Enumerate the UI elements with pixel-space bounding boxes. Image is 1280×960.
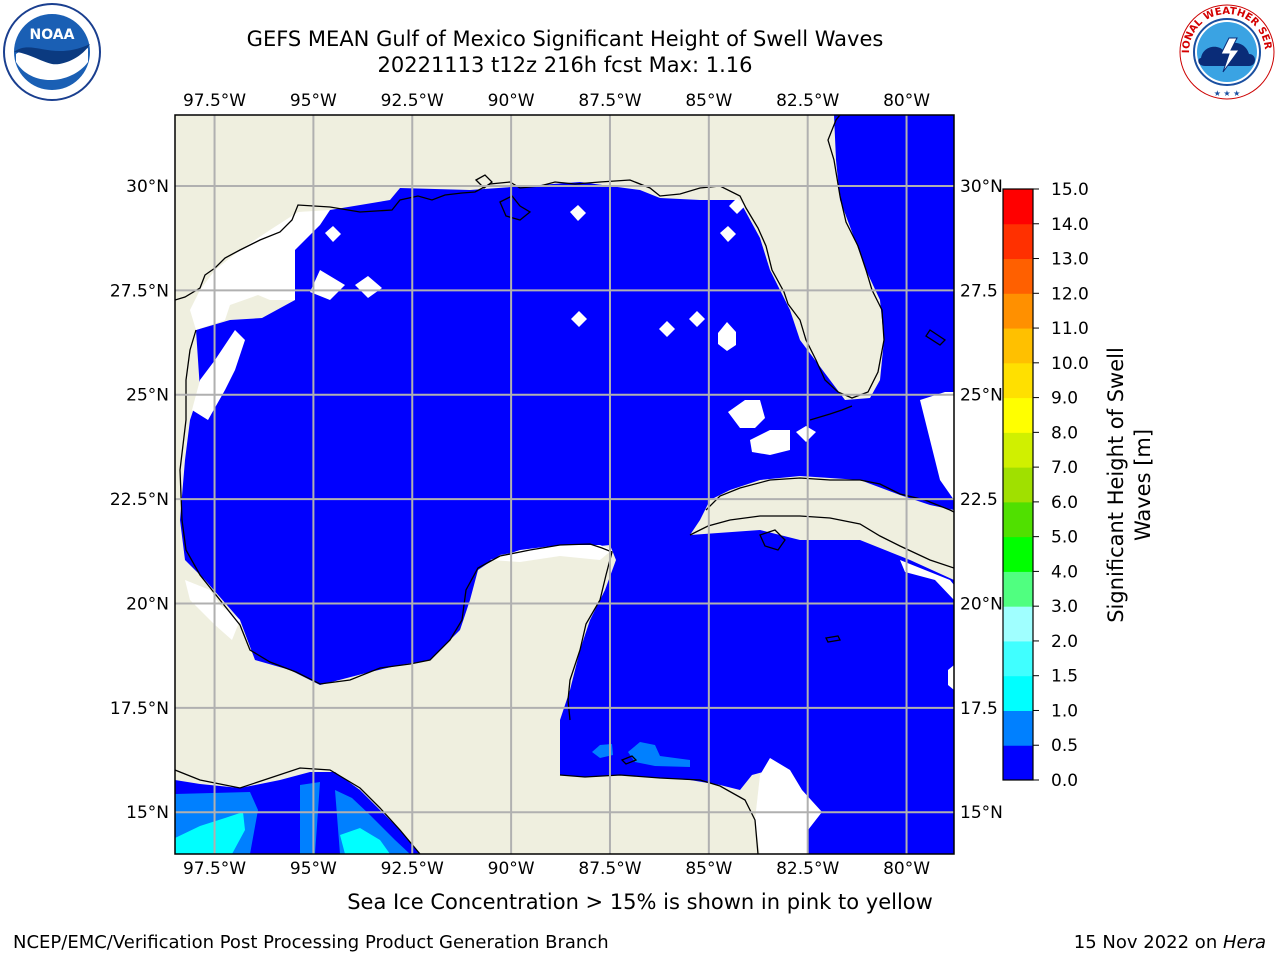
- colorbar-swatch: [1003, 432, 1033, 468]
- lon-tick-label: 90°W: [488, 91, 535, 111]
- lon-tick-label: 85°W: [685, 91, 732, 111]
- lon-tick-label: 92.5°W: [381, 859, 444, 879]
- lon-tick-label: 87.5°W: [578, 91, 641, 111]
- colorbar-swatch: [1003, 745, 1033, 781]
- colorbar-tick-label: 8.0: [1051, 423, 1078, 443]
- colorbar-tick-label: 4.0: [1051, 562, 1078, 582]
- nws-logo: NATIONAL WEATHER SERVICE ★ ★ ★: [1176, 2, 1275, 100]
- lon-labels-top: 97.5°W 95°W 92.5°W 90°W 87.5°W 85°W 82.5°W 80°W: [183, 91, 930, 111]
- lat-tick-label: 17.5: [960, 699, 998, 719]
- lat-tick-label: 30°N: [960, 177, 1003, 197]
- colorbar-swatch: [1003, 397, 1033, 433]
- credit-right: 15 Nov 2022 on Hera: [1074, 932, 1266, 953]
- colorbar-tick-label: 9.0: [1051, 389, 1078, 409]
- lat-tick-label: 25°N: [126, 386, 169, 406]
- sea-ice-note: Sea Ice Concentration > 15% is shown in …: [0, 890, 1280, 914]
- colorbar-tick-label: 0.5: [1051, 736, 1078, 756]
- colorbar-tick-label: 6.0: [1051, 493, 1078, 513]
- colorbar-swatch: [1003, 606, 1033, 642]
- credit-left: NCEP/EMC/Verification Post Processing Pr…: [13, 932, 609, 953]
- colorbar-swatch: [1003, 571, 1033, 607]
- lat-tick-label: 30°N: [126, 177, 169, 197]
- lat-tick-label: 20°N: [126, 594, 169, 614]
- noaa-logo: NOAA: [3, 3, 101, 101]
- chart-title: GEFS MEAN Gulf of Mexico Significant Hei…: [246, 27, 884, 51]
- lon-tick-label: 80°W: [883, 859, 930, 879]
- credit-date: 15 Nov 2022 on: [1073, 932, 1223, 953]
- sea-ice-note-text: Sea Ice Concentration > 15% is shown in …: [347, 890, 933, 914]
- lon-labels-bottom: 97.5°W 95°W 92.5°W 90°W 87.5°W 85°W 82.5°W 80°W: [183, 859, 930, 879]
- lon-tick-label: 90°W: [488, 859, 535, 879]
- wave-field-gulf: [180, 115, 954, 854]
- chart-subtitle: 20221113 t12z 216h fcst Max: 1.16: [377, 53, 753, 77]
- lon-tick-label: 82.5°W: [776, 91, 839, 111]
- colorbar-swatch: [1003, 293, 1033, 329]
- wave-field-pacific-cyan: [175, 812, 390, 854]
- lat-tick-label: 15°N: [960, 803, 1003, 823]
- colorbar-swatch: [1003, 467, 1033, 503]
- svg-text:★ ★ ★: ★ ★ ★: [1214, 89, 1241, 98]
- lon-tick-label: 92.5°W: [381, 91, 444, 111]
- colorbar-swatch: [1003, 328, 1033, 364]
- lat-tick-label: 27.5°N: [110, 281, 169, 301]
- colorbar-tick-label: 13.0: [1051, 250, 1089, 270]
- lat-tick-label: 22.5°N: [110, 490, 169, 510]
- coastlines: [175, 115, 954, 854]
- colorbar-frame: [1002, 188, 1034, 781]
- colorbar-tick-label: 1.5: [1051, 667, 1078, 687]
- lon-tick-label: 82.5°W: [776, 859, 839, 879]
- colorbar-ticks: 0.0 0.5 1.0 1.5 2.0 3.0 4.0 5.0 6.0 7.0 8.0 9.0 10.0…: [1033, 180, 1089, 791]
- lon-tick-label: 85°W: [685, 859, 732, 879]
- colorbar-swatch: [1003, 223, 1033, 260]
- lat-tick-label: 25°N: [960, 386, 1003, 406]
- graticule: [175, 115, 954, 854]
- colorbar-tick-label: 3.0: [1051, 597, 1078, 617]
- colorbar-swatch: [1003, 189, 1033, 225]
- colorbar-tick-label: 10.0: [1051, 354, 1089, 374]
- no-data-patches: [185, 198, 954, 854]
- lat-tick-label: 22.5: [960, 490, 998, 510]
- map-frame: [174, 114, 955, 855]
- colorbar-tick-label: 12.0: [1051, 284, 1089, 304]
- colorbar-swatch: [1003, 536, 1033, 572]
- lat-labels-right: 30°N 27.5 25°N 22.5 20°N 17.5 15°N: [960, 177, 1003, 823]
- colorbar-tick-label: 7.0: [1051, 458, 1078, 478]
- lon-tick-label: 87.5°W: [578, 859, 641, 879]
- colorbar-swatch: [1003, 640, 1033, 677]
- lat-tick-label: 27.5: [960, 281, 998, 301]
- colorbar-tick-label: 0.0: [1051, 771, 1078, 791]
- lon-tick-label: 97.5°W: [183, 91, 246, 111]
- colorbar-swatch: [1003, 362, 1033, 399]
- lat-tick-label: 15°N: [126, 803, 169, 823]
- colorbar-swatch: [1003, 501, 1033, 538]
- colorbar-tick-label: 5.0: [1051, 528, 1078, 548]
- lat-tick-label: 20°N: [960, 594, 1003, 614]
- colorbar-swatch: [1003, 258, 1033, 294]
- colorbar-swatch: [1003, 710, 1033, 746]
- lon-tick-label: 80°W: [883, 91, 930, 111]
- noaa-logo-text: NOAA: [30, 27, 75, 43]
- colorbar-swatch: [1003, 675, 1033, 711]
- wave-field-caribbean-light: [592, 742, 690, 767]
- lat-tick-label: 17.5°N: [110, 699, 169, 719]
- colorbar-tick-label: 11.0: [1051, 319, 1089, 339]
- colorbar-label-line1: Significant Height of Swell: [1104, 347, 1128, 623]
- colorbar-tick-label: 14.0: [1051, 215, 1089, 235]
- lat-labels-left: 30°N 27.5°N 25°N 22.5°N 20°N 17.5°N 15°N: [110, 177, 169, 823]
- lon-tick-label: 95°W: [290, 859, 337, 879]
- colorbar: [1003, 189, 1033, 781]
- lon-tick-label: 95°W: [290, 91, 337, 111]
- colorbar-label-line2: Waves [m]: [1131, 429, 1155, 541]
- credit-host: Hera: [1222, 932, 1266, 953]
- colorbar-tick-label: 2.0: [1051, 632, 1078, 652]
- colorbar-tick-label: 15.0: [1051, 180, 1089, 200]
- lon-tick-label: 97.5°W: [183, 859, 246, 879]
- colorbar-tick-label: 1.0: [1051, 701, 1078, 721]
